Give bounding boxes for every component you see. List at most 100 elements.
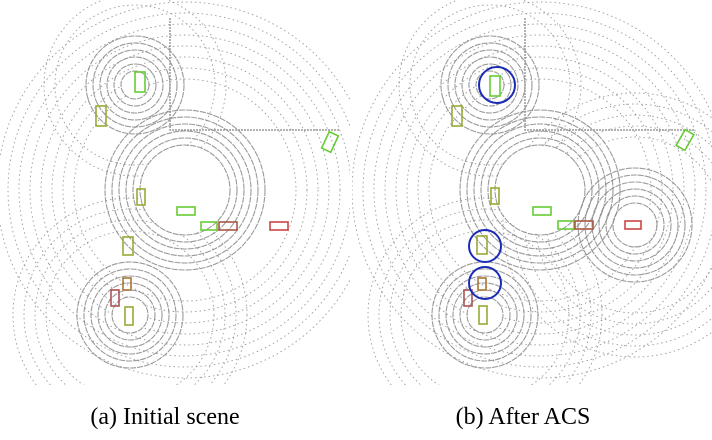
lidar-ring (459, 109, 621, 271)
bounding-box (451, 105, 463, 127)
bounding-box (477, 277, 487, 291)
highlight-circle (468, 266, 502, 300)
bounding-box (218, 221, 238, 231)
bounding-box (95, 105, 107, 127)
lidar-ring (97, 282, 163, 348)
sensor-hole (113, 298, 147, 332)
lidar-ring (389, 219, 581, 385)
sensor-hole (468, 298, 502, 332)
lidar-ring (466, 116, 614, 264)
lidar-ring (395, 45, 685, 335)
lidar-ring (384, 34, 696, 346)
lidar-ring (417, 67, 663, 313)
lidar-ring (118, 123, 252, 257)
lidar-ring (461, 56, 519, 114)
lidar-ring (132, 137, 238, 243)
lidar-ring (54, 4, 216, 166)
lidar-ring (373, 23, 707, 357)
bounding-box (532, 206, 552, 216)
bounding-box (675, 128, 695, 152)
lidar-ring (513, 103, 712, 347)
lidar-ring (612, 202, 658, 248)
lidar-ring (546, 136, 712, 314)
bounding-box (200, 221, 218, 231)
lidar-ring (409, 4, 571, 166)
lidar-ring (598, 188, 672, 262)
wall (524, 18, 695, 131)
bounding-box (490, 187, 500, 205)
lidar-ring (113, 63, 157, 107)
lidar-ring (480, 130, 600, 250)
lidar-ring (468, 63, 512, 107)
lidar-ring (524, 114, 712, 336)
lidar-ring (502, 92, 712, 358)
lidar-ring (120, 70, 150, 100)
caption: (a) Initial scene (90, 404, 239, 430)
bounding-box (574, 220, 594, 230)
lidar-ring (584, 174, 686, 276)
lidar-ring (45, 230, 215, 385)
bounding-box (122, 277, 132, 291)
lidar-ring (367, 197, 603, 385)
sensor-hole (614, 204, 656, 246)
sensor-hole (141, 146, 229, 234)
lidar-ring (378, 208, 592, 385)
lidar-ring (85, 35, 185, 135)
lidar-ring (12, 197, 248, 385)
bounding-box (478, 305, 488, 325)
bounding-box (176, 206, 196, 216)
lidar-ring (76, 261, 184, 369)
lidar-ring (440, 35, 540, 135)
lidar-ring (40, 45, 330, 335)
bounding-box (320, 130, 340, 154)
bounding-box (624, 220, 642, 230)
scene-b (352, 0, 712, 385)
lidar-ring (23, 208, 237, 385)
bounding-box (124, 306, 134, 326)
lidar-ring (591, 181, 679, 269)
lidar-ring (62, 67, 308, 313)
lidar-ring (73, 78, 297, 302)
lidar-ring (438, 268, 532, 362)
lidar-ring (106, 56, 164, 114)
lidar-ring (362, 12, 712, 368)
lidar-ring (43, 0, 227, 177)
lidar-ring (577, 167, 693, 283)
lidar-ring (398, 0, 582, 177)
lidar-ring (34, 219, 226, 385)
highlight-circle (478, 66, 516, 104)
bounding-box (136, 188, 146, 206)
lidar-ring (452, 282, 518, 348)
lidar-ring (494, 144, 586, 236)
lidar-ring (90, 275, 170, 355)
lidar-ring (466, 296, 504, 334)
caption: (b) After ACS (456, 404, 591, 430)
lidar-ring (487, 137, 593, 243)
bounding-box (463, 289, 473, 307)
lidar-ring (51, 56, 319, 324)
lidar-ring (139, 144, 231, 236)
lidar-ring (445, 275, 525, 355)
scene-a (0, 0, 350, 385)
lidar-ring (83, 268, 177, 362)
lidar-ring (406, 56, 674, 324)
bounding-box (489, 75, 501, 97)
lidar-ring (473, 123, 607, 257)
bounding-box (269, 221, 289, 231)
lidar-ring (400, 230, 570, 385)
wall (169, 18, 340, 131)
bounding-box (110, 289, 120, 307)
lidar-ring (428, 78, 652, 302)
highlight-circle (468, 229, 502, 263)
bounding-box (134, 71, 146, 93)
lidar-ring (111, 296, 149, 334)
bounding-box (476, 235, 488, 255)
lidar-ring (125, 130, 245, 250)
lidar-ring (104, 109, 266, 271)
lidar-ring (111, 116, 259, 264)
lidar-ring (7, 12, 350, 368)
lidar-ring (29, 34, 341, 346)
bounding-box (122, 236, 134, 256)
bounding-box (557, 220, 575, 230)
